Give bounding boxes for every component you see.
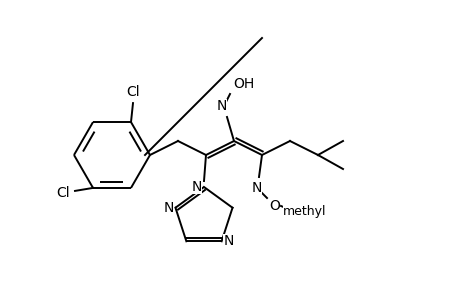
Text: methyl: methyl — [283, 205, 326, 218]
Text: O: O — [269, 199, 280, 213]
Text: N: N — [163, 201, 174, 215]
Text: N: N — [191, 180, 202, 194]
Text: Cl: Cl — [56, 186, 70, 200]
Text: N: N — [216, 99, 227, 113]
Text: N: N — [223, 234, 233, 248]
Text: N: N — [251, 181, 262, 195]
Text: OH: OH — [233, 77, 254, 91]
Text: Cl: Cl — [126, 85, 140, 99]
